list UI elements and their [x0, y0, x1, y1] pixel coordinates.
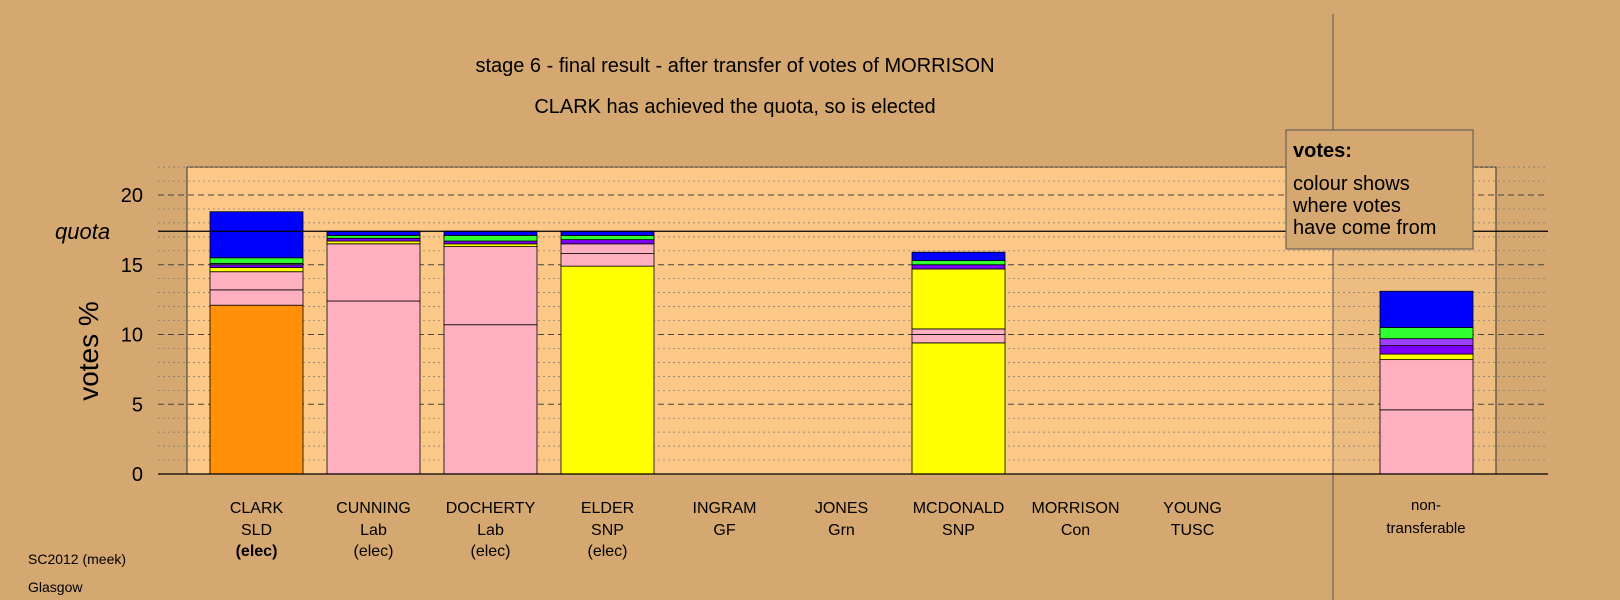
legend-title: votes:: [1293, 140, 1352, 162]
bar-segment-elder-5: [560, 230, 655, 236]
candidate-name: ELDER: [581, 500, 634, 517]
chart-subtitle: CLARK has achieved the quota, so is elec…: [534, 96, 935, 118]
candidate-name: INGRAM: [693, 500, 757, 517]
candidate-name: CLARK: [230, 500, 284, 517]
bar-segment-docherty-4: [443, 235, 538, 242]
bar-segment-docherty-0: [443, 324, 538, 475]
legend-line-2: where votes: [1292, 195, 1401, 217]
bar-segment-cunning-5: [326, 230, 421, 236]
candidate-party: SLD: [241, 522, 272, 539]
candidate-status: (elec): [236, 543, 278, 560]
candidate-party: Lab: [477, 522, 504, 539]
bar-segment-docherty-5: [443, 230, 538, 236]
candidate-party: Lab: [360, 522, 387, 539]
bar-segment-clark-6: [209, 257, 304, 264]
bar-segment-clark-4: [209, 264, 304, 268]
candidate-name: JONES: [815, 500, 868, 517]
candidate-name: YOUNG: [1163, 500, 1222, 517]
candidate-party: SNP: [942, 522, 975, 539]
bar-segment-elder-4: [560, 235, 655, 241]
candidate-name: DOCHERTY: [446, 500, 536, 517]
bar-segment-elder-3: [560, 239, 655, 245]
bar-segment-elder-2: [560, 243, 655, 254]
bar-segment-mcdonald-4: [911, 264, 1006, 270]
bar-segment-mcdonald-1: [911, 334, 1006, 344]
candidate-name: CUNNING: [336, 500, 411, 517]
nontransferable-label-1: non-: [1411, 497, 1441, 514]
bar-segment-docherty-1: [443, 246, 538, 326]
footer-line-2: Glasgow: [28, 579, 83, 595]
candidate-name: MCDONALD: [913, 500, 1005, 517]
bar-segment-clark-3: [209, 267, 304, 273]
bar-segment-clark-7: [209, 211, 304, 259]
bar-segment-elder-1: [560, 253, 655, 267]
bar-segment-clark-2: [209, 271, 304, 291]
bar-segment-cunning-2: [326, 240, 421, 245]
bar-segment-non-transferable-1: [1379, 359, 1474, 411]
bar-segment-cunning-0: [326, 300, 421, 475]
bar-segment-mcdonald-3: [911, 268, 1006, 330]
footer-line-1: SC2012 (meek): [28, 551, 126, 567]
candidate-party: Grn: [828, 522, 855, 539]
candidate-labels: CLARK SLD (elec) CUNNING Lab (elec) DOCHERTY La…: [230, 497, 1466, 560]
candidate-status: (elec): [587, 543, 627, 560]
bar-segment-elder-0: [560, 265, 655, 475]
bar-segment-docherty-3: [443, 240, 538, 245]
bar-segment-clark-0: [209, 304, 304, 475]
candidate-status: (elec): [470, 543, 510, 560]
legend-line-1: colour shows: [1293, 173, 1410, 195]
bar-segment-non-transferable-5: [1379, 327, 1474, 340]
y-tick-label: 10: [121, 325, 143, 347]
bar-segment-mcdonald-2: [911, 328, 1006, 335]
bar-segment-non-transferable-6: [1379, 290, 1474, 328]
bar-segment-non-transferable-3: [1379, 345, 1474, 355]
bar-segment-clark-1: [209, 289, 304, 306]
candidate-party: SNP: [591, 522, 624, 539]
nontransferable-label-2: transferable: [1386, 520, 1465, 537]
chart-title: stage 6 - final result - after transfer …: [475, 55, 994, 77]
bar-segment-non-transferable-2: [1379, 353, 1474, 361]
bar-segment-docherty-2: [443, 243, 538, 248]
bar-segment-non-transferable-4: [1379, 338, 1474, 347]
legend-line-3: have come from: [1293, 217, 1436, 239]
bar-segment-mcdonald-0: [911, 342, 1006, 475]
bar-segment-cunning-4: [326, 235, 421, 239]
bar-segment-non-transferable-0: [1379, 409, 1474, 475]
y-tick-label: 5: [132, 394, 143, 416]
candidate-party: GF: [713, 522, 735, 539]
bar-segment-cunning-1: [326, 243, 421, 302]
y-tick-label: 15: [121, 255, 143, 277]
quota-label: quota: [55, 219, 110, 244]
y-tick-label: 0: [132, 464, 143, 486]
y-tick-label: 20: [121, 185, 143, 207]
candidate-status: (elec): [353, 543, 393, 560]
bars: [209, 211, 1474, 475]
candidate-party: Con: [1061, 522, 1090, 539]
candidate-party: TUSC: [1171, 522, 1215, 539]
legend-box: votes: colour shows where votes have com…: [1285, 129, 1474, 250]
y-axis-label: votes %: [73, 301, 104, 401]
bar-segment-cunning-3: [326, 237, 421, 242]
candidate-name: MORRISON: [1032, 500, 1120, 517]
bar-segment-mcdonald-5: [911, 260, 1006, 266]
bar-segment-mcdonald-6: [911, 251, 1006, 261]
